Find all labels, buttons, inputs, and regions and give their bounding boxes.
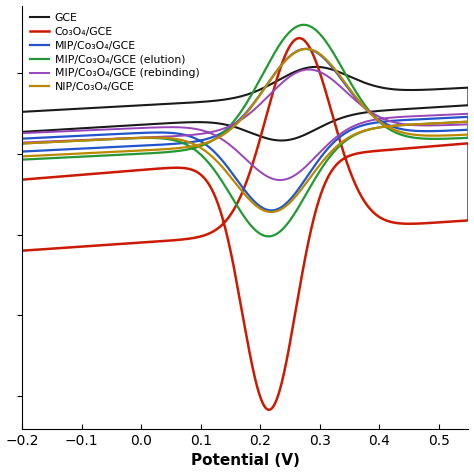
Legend: GCE, Co₃O₄/GCE, MIP/Co₃O₄/GCE, MIP/Co₃O₄/GCE (elution), MIP/Co₃O₄/GCE (rebinding: GCE, Co₃O₄/GCE, MIP/Co₃O₄/GCE, MIP/Co₃O₄… bbox=[27, 11, 202, 94]
NIP/Co₃O₄/GCE bbox=[36, 153, 42, 158]
GCE bbox=[76, 126, 82, 131]
MIP/Co₃O₄/GCE (elution) bbox=[266, 234, 272, 239]
NIP/Co₃O₄/GCE bbox=[19, 154, 25, 159]
GCE bbox=[279, 137, 284, 143]
MIP/Co₃O₄/GCE bbox=[179, 140, 185, 146]
MIP/Co₃O₄/GCE bbox=[19, 149, 25, 155]
MIP/Co₃O₄/GCE bbox=[268, 208, 274, 213]
MIP/Co₃O₄/GCE (rebinding) bbox=[19, 130, 25, 136]
Co₃O₄/GCE bbox=[179, 237, 185, 242]
Line: GCE: GCE bbox=[22, 67, 468, 140]
MIP/Co₃O₄/GCE bbox=[19, 136, 25, 141]
NIP/Co₃O₄/GCE bbox=[268, 209, 274, 215]
MIP/Co₃O₄/GCE (elution) bbox=[179, 147, 185, 153]
Line: Co₃O₄/GCE: Co₃O₄/GCE bbox=[22, 38, 468, 410]
MIP/Co₃O₄/GCE (elution) bbox=[301, 22, 307, 27]
MIP/Co₃O₄/GCE bbox=[296, 185, 302, 191]
GCE bbox=[36, 108, 42, 114]
MIP/Co₃O₄/GCE (elution) bbox=[296, 203, 302, 209]
Line: MIP/Co₃O₄/GCE (elution): MIP/Co₃O₄/GCE (elution) bbox=[22, 25, 468, 237]
NIP/Co₃O₄/GCE bbox=[455, 119, 461, 125]
GCE bbox=[19, 109, 25, 115]
MIP/Co₃O₄/GCE (elution) bbox=[455, 119, 461, 125]
NIP/Co₃O₄/GCE bbox=[19, 141, 25, 146]
GCE bbox=[179, 100, 185, 106]
GCE bbox=[313, 64, 319, 70]
GCE bbox=[19, 129, 25, 135]
Line: NIP/Co₃O₄/GCE: NIP/Co₃O₄/GCE bbox=[22, 49, 468, 212]
Line: MIP/Co₃O₄/GCE: MIP/Co₃O₄/GCE bbox=[22, 49, 468, 210]
Co₃O₄/GCE bbox=[296, 36, 302, 41]
NIP/Co₃O₄/GCE bbox=[179, 145, 185, 151]
Co₃O₄/GCE bbox=[36, 246, 42, 252]
NIP/Co₃O₄/GCE bbox=[424, 133, 429, 138]
MIP/Co₃O₄/GCE (elution) bbox=[36, 156, 42, 162]
X-axis label: Potential (V): Potential (V) bbox=[191, 454, 300, 468]
MIP/Co₃O₄/GCE bbox=[36, 148, 42, 154]
Co₃O₄/GCE bbox=[266, 407, 272, 413]
GCE bbox=[455, 103, 461, 109]
Co₃O₄/GCE bbox=[455, 141, 461, 147]
Co₃O₄/GCE bbox=[19, 248, 25, 254]
GCE bbox=[424, 87, 429, 92]
MIP/Co₃O₄/GCE (elution) bbox=[76, 138, 82, 144]
MIP/Co₃O₄/GCE (rebinding) bbox=[277, 177, 283, 183]
MIP/Co₃O₄/GCE (rebinding) bbox=[296, 169, 302, 175]
MIP/Co₃O₄/GCE (rebinding) bbox=[36, 139, 42, 145]
MIP/Co₃O₄/GCE (elution) bbox=[19, 141, 25, 146]
MIP/Co₃O₄/GCE bbox=[424, 128, 429, 134]
MIP/Co₃O₄/GCE (rebinding) bbox=[455, 111, 461, 117]
MIP/Co₃O₄/GCE (rebinding) bbox=[306, 67, 311, 73]
MIP/Co₃O₄/GCE (rebinding) bbox=[76, 128, 82, 134]
Co₃O₄/GCE bbox=[76, 172, 82, 178]
NIP/Co₃O₄/GCE bbox=[304, 46, 310, 52]
Line: MIP/Co₃O₄/GCE (rebinding): MIP/Co₃O₄/GCE (rebinding) bbox=[22, 70, 468, 180]
MIP/Co₃O₄/GCE (rebinding) bbox=[19, 140, 25, 146]
MIP/Co₃O₄/GCE bbox=[303, 46, 309, 52]
GCE bbox=[296, 134, 302, 140]
MIP/Co₃O₄/GCE (rebinding) bbox=[179, 133, 185, 138]
MIP/Co₃O₄/GCE (elution) bbox=[19, 157, 25, 163]
NIP/Co₃O₄/GCE bbox=[76, 138, 82, 144]
MIP/Co₃O₄/GCE bbox=[455, 115, 461, 120]
Co₃O₄/GCE bbox=[296, 287, 302, 293]
NIP/Co₃O₄/GCE bbox=[296, 189, 302, 195]
Co₃O₄/GCE bbox=[19, 177, 25, 182]
MIP/Co₃O₄/GCE (rebinding) bbox=[424, 123, 429, 128]
MIP/Co₃O₄/GCE (elution) bbox=[424, 136, 429, 142]
Co₃O₄/GCE bbox=[424, 220, 429, 226]
MIP/Co₃O₄/GCE bbox=[76, 133, 82, 139]
